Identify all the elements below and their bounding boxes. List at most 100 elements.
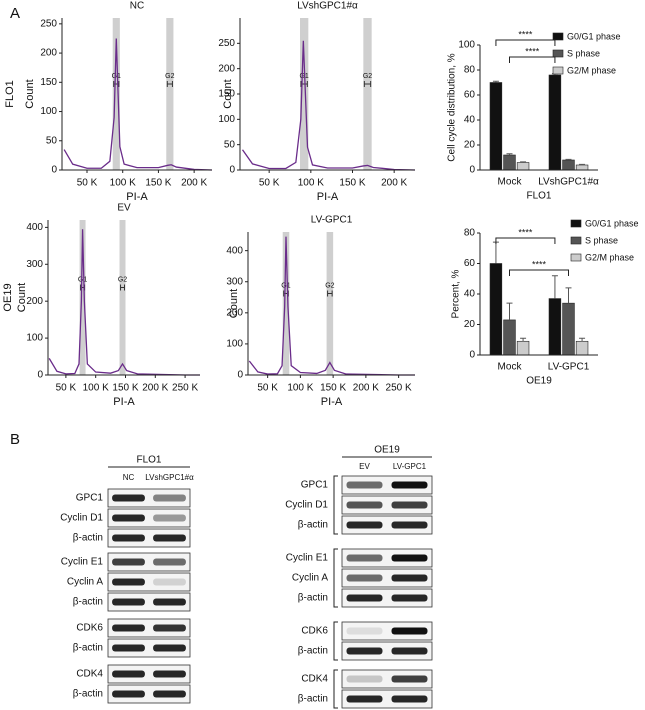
gate-label: G2: [363, 73, 372, 80]
blot-strip: [341, 568, 433, 588]
gate-band: [112, 18, 120, 170]
y-tick-label: 0: [51, 165, 57, 176]
y-tick-label: 80: [464, 228, 476, 239]
legend-label: S phase: [567, 48, 600, 58]
significance-bracket: [509, 269, 569, 276]
blot-strip: [107, 528, 191, 548]
x-tick-label: 50 K: [259, 178, 280, 189]
x-axis-label: FLO1: [526, 191, 551, 202]
error-bar: [492, 241, 499, 264]
y-tick-label: 40: [464, 289, 476, 300]
protein-label: Cyclin D1: [60, 513, 103, 524]
bar: [548, 74, 562, 171]
histogram-curve: [241, 40, 416, 171]
gate-band: [282, 232, 290, 375]
legend-swatch: [552, 66, 564, 75]
blot-band: [391, 521, 428, 529]
blot-band: [391, 647, 428, 655]
blot-band: [153, 690, 186, 698]
blot-band: [346, 501, 383, 509]
bar: [516, 340, 530, 356]
legend-swatch: [552, 32, 564, 41]
blot-strip: [341, 495, 433, 515]
gate-label: G2: [325, 282, 334, 289]
blot-band: [112, 534, 145, 542]
x-tick-label: LV-GPC1: [548, 362, 590, 373]
x-tick-label: 200 K: [381, 178, 407, 189]
significance-label: ****: [518, 29, 533, 39]
x-axis-label: PI-A: [126, 191, 148, 203]
protein-label: GPC1: [76, 493, 104, 504]
y-tick-label: 400: [26, 222, 43, 233]
protein-label: β-actin: [298, 593, 328, 604]
x-tick-label: 100 K: [287, 383, 313, 394]
bar: [516, 162, 530, 171]
x-tick-label: 150 K: [339, 178, 365, 189]
legend-label: G2/M phase: [585, 252, 634, 262]
lane-label: LV-GPC1: [393, 462, 427, 471]
blot-strip: [107, 684, 191, 704]
y-tick-label: 50: [46, 135, 58, 146]
y-tick-label: 250: [218, 38, 235, 49]
significance-label: ****: [525, 46, 540, 56]
significance-label: ****: [518, 227, 533, 237]
blot-band: [153, 494, 186, 502]
blot-band: [391, 627, 428, 635]
group-bracket: [333, 475, 338, 535]
x-tick-label: 200 K: [142, 383, 168, 394]
blot-band: [112, 598, 145, 606]
protein-label: Cyclin E1: [61, 557, 104, 568]
gate-band: [79, 220, 86, 375]
blot-strip: [107, 488, 191, 508]
protein-label: β-actin: [298, 646, 328, 657]
y-tick-label: 300: [226, 276, 243, 287]
x-axis-label: PI-A: [317, 191, 339, 203]
significance-bracket: [509, 56, 556, 63]
y-tick-label: 150: [40, 77, 57, 88]
histogram-curve: [63, 38, 213, 171]
blot-band: [112, 578, 145, 586]
blot-band: [112, 558, 145, 566]
blot-strip: [341, 588, 433, 608]
blot-band: [346, 521, 383, 529]
gate-band: [300, 18, 309, 170]
x-axis-label: OE19: [526, 376, 552, 387]
y-tick-label: 100: [458, 40, 475, 51]
legend-label: G2/M phase: [567, 65, 616, 75]
y-tick-label: 0: [469, 350, 475, 361]
blot-band: [346, 574, 383, 582]
y-tick-label: 0: [229, 165, 235, 176]
panel-label: B: [10, 431, 20, 448]
blot-strip: [107, 552, 191, 572]
x-tick-label: 150 K: [112, 383, 138, 394]
legend-swatch: [570, 253, 582, 262]
blot-band: [391, 675, 428, 683]
bar: [503, 154, 516, 171]
group-bracket: [333, 621, 338, 661]
bar: [575, 164, 589, 171]
histogram-curve: [248, 236, 415, 376]
blot-band: [391, 594, 428, 602]
y-tick-label: 0: [37, 370, 43, 381]
y-axis-label: Count: [222, 79, 234, 108]
y-tick-label: 0: [237, 370, 243, 381]
y-tick-label: 100: [26, 333, 43, 344]
blot-strip: [107, 572, 191, 592]
gate-label: G2: [118, 276, 127, 283]
blot-band: [112, 624, 145, 632]
legend-swatch: [570, 219, 582, 228]
y-tick-label: 40: [464, 115, 476, 126]
x-tick-label: LVshGPC1#α: [538, 177, 599, 188]
y-tick-label: 200: [40, 48, 57, 59]
protein-label: CDK6: [301, 626, 328, 637]
x-tick-label: 50 K: [257, 383, 278, 394]
y-tick-label: 80: [464, 65, 476, 76]
x-tick-label: 100 K: [298, 178, 324, 189]
y-tick-label: 50: [224, 139, 236, 150]
y-tick-label: 100: [218, 114, 235, 125]
blot-band: [112, 644, 145, 652]
protein-label: β-actin: [298, 694, 328, 705]
y-tick-label: 60: [464, 90, 476, 101]
blot-band: [346, 647, 383, 655]
